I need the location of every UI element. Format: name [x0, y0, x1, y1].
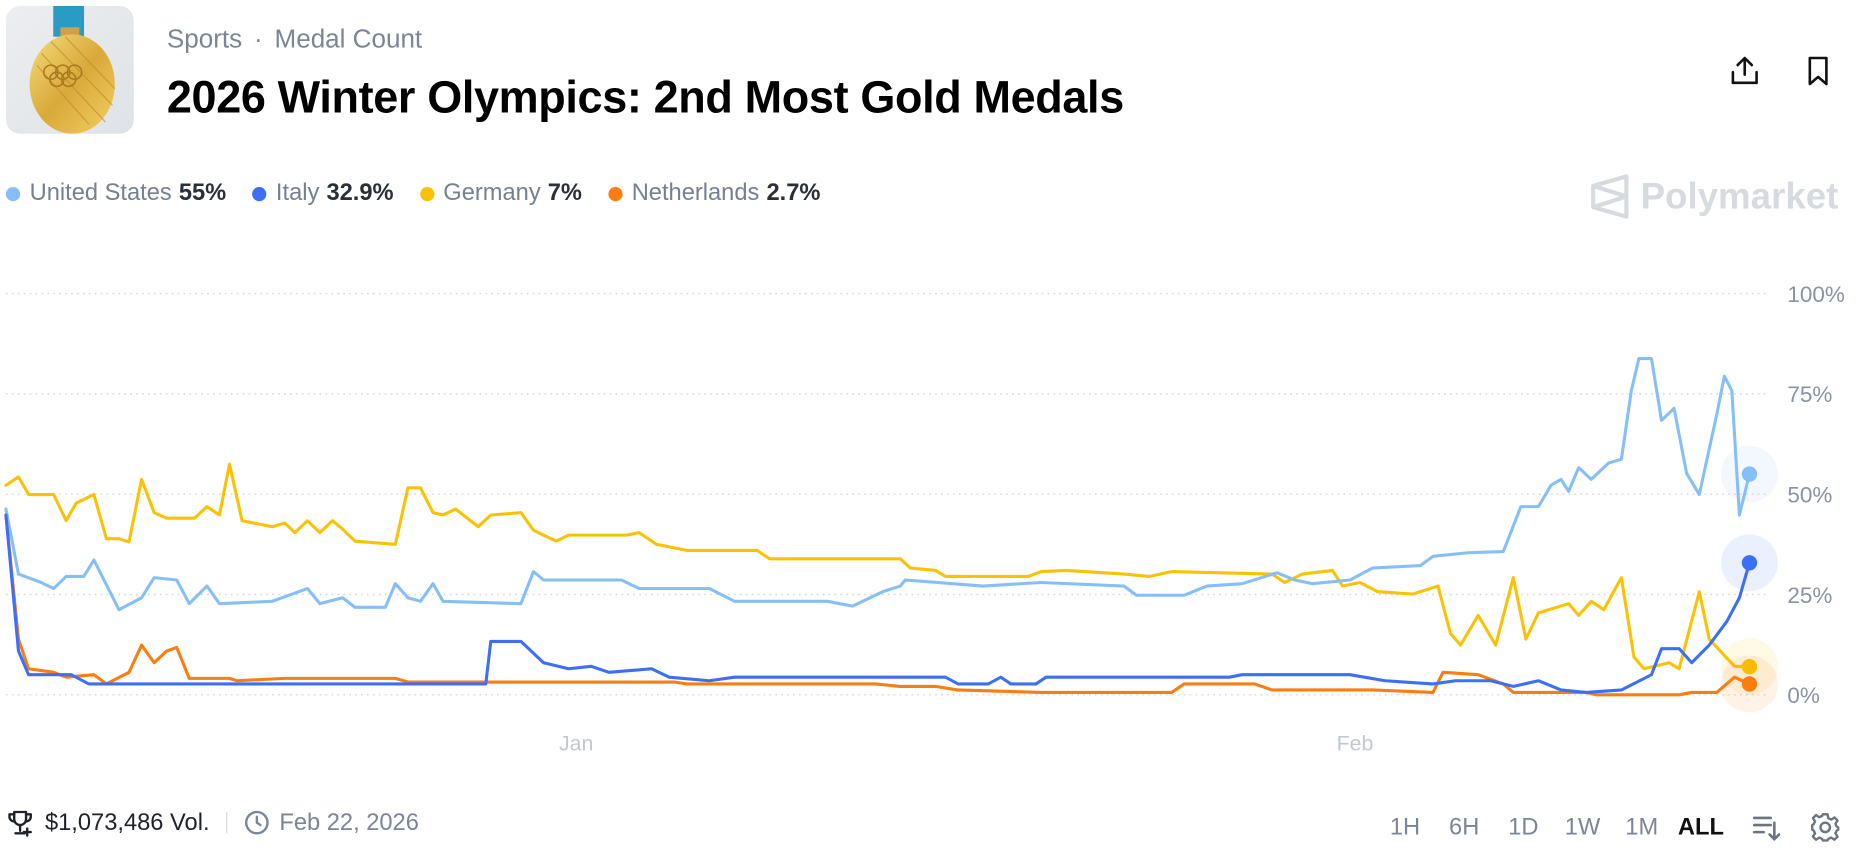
legend-value: 2.7% [766, 179, 821, 206]
gold-medal-icon [29, 5, 116, 134]
bookmark-button[interactable] [1799, 52, 1837, 90]
legend-item-netherlands: Netherlands 2.7% [608, 180, 820, 207]
y-tick-label: 100% [1787, 282, 1844, 307]
sort-list-icon [1752, 816, 1781, 841]
polymarket-logo-icon [1591, 174, 1629, 219]
endpoint-marker-italy [1741, 555, 1758, 571]
series-line-germany [4, 462, 1752, 671]
legend-label: Germany [443, 179, 541, 206]
endpoint-marker-germany [1741, 659, 1758, 675]
end-date: Feb 22, 2026 [279, 809, 419, 836]
breadcrumb-category[interactable]: Sports [166, 23, 243, 54]
legend-label: Netherlands [631, 179, 760, 206]
endpoint-marker-netherlands [1741, 676, 1758, 692]
market-stats: $1,073,486 Vol. Feb 22, 2026 [7, 808, 419, 837]
series-line-netherlands [4, 513, 1752, 697]
market-image [5, 5, 134, 134]
series-line-italy [4, 513, 1752, 694]
range-1m[interactable]: 1M [1625, 813, 1659, 840]
share-icon [1731, 56, 1758, 85]
endpoint-marker-united-states [1741, 466, 1758, 482]
clock-icon [245, 810, 269, 835]
legend-value: 7% [547, 179, 582, 206]
y-tick-label: 0% [1787, 683, 1819, 708]
legend-item-italy: Italy 32.9% [252, 179, 394, 207]
divider [226, 811, 228, 834]
range-1w[interactable]: 1W [1564, 813, 1601, 840]
legend-swatch [419, 186, 434, 201]
legend-swatch [608, 186, 623, 201]
breadcrumb-separator: · [254, 23, 263, 54]
range-all[interactable]: ALL [1677, 813, 1724, 840]
range-6h[interactable]: 6H [1449, 813, 1480, 840]
y-tick-label: 75% [1787, 382, 1832, 407]
time-range-selector: 1H 6H 1D 1W 1M ALL [1375, 808, 1844, 846]
breadcrumb-subcategory[interactable]: Medal Count [274, 23, 423, 54]
chart-legend: United States 55% Italy 32.9% Germany 7% Ne… [5, 179, 820, 207]
y-tick-label: 25% [1787, 583, 1832, 608]
range-1h[interactable]: 1H [1389, 813, 1421, 840]
volume-label: $1,073,486 Vol. [44, 809, 210, 836]
x-tick-label: Feb [1337, 731, 1374, 755]
brand-name: Polymarket [1640, 175, 1839, 217]
legend-swatch [252, 186, 267, 201]
legend-item-germany: Germany 7% [419, 179, 582, 207]
range-1d[interactable]: 1D [1508, 813, 1539, 840]
x-tick-label: Jan [559, 731, 593, 755]
y-tick-label: 50% [1787, 482, 1832, 507]
page-title: 2026 Winter Olympics: 2nd Most Gold Meda… [166, 73, 1124, 124]
legend-item-united-states: United States 55% [5, 179, 227, 207]
legend-label: Italy [275, 179, 320, 206]
breadcrumb: Sports · Medal Count [167, 24, 422, 55]
bookmark-icon [1808, 56, 1828, 86]
gear-icon [1811, 813, 1840, 842]
legend-value: 55% [178, 179, 227, 206]
share-button[interactable] [1726, 52, 1764, 90]
legend-label: United States [29, 179, 172, 206]
trophy-icon [8, 810, 32, 837]
series-line-united-states [4, 356, 1752, 612]
sort-button[interactable] [1747, 808, 1785, 846]
legend-swatch [5, 186, 21, 201]
settings-button[interactable] [1806, 808, 1844, 846]
legend-value: 32.9% [326, 179, 394, 206]
polymarket-logo: Polymarket [1588, 173, 1838, 220]
